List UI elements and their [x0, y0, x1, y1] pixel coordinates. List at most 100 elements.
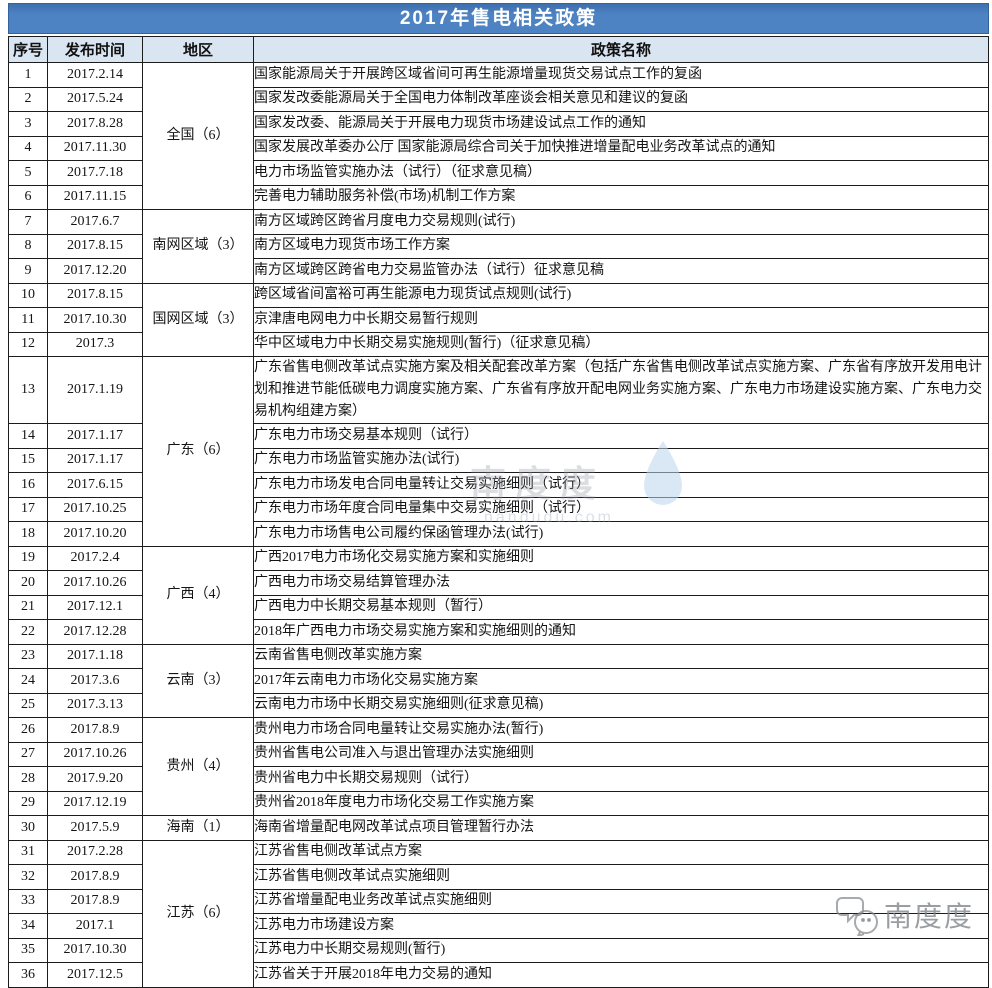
publish-date-cell: 2017.9.20: [47, 766, 143, 792]
policy-name-cell: 国家能源局关于开展跨区域省间可再生能源增量现货交易试点工作的复函: [253, 62, 989, 88]
table-row: 29 2017.12.19 贵州省2018年度电力市场化交易工作实施方案: [8, 790, 989, 816]
row-number-cell: 6: [8, 184, 48, 210]
table-header-row: 序号 发布时间 地区 政策名称: [8, 36, 989, 63]
region-cell: 海南（1）: [142, 815, 254, 841]
publish-date-cell: 2017.10.20: [47, 521, 143, 547]
table-row: 3 2017.8.28 国家发改委、能源局关于开展电力现货市场建设试点工作的通知: [8, 111, 989, 137]
row-number-cell: 9: [8, 258, 48, 284]
policy-name-cell: 贵州省电力中长期交易规则（试行）: [253, 766, 989, 792]
publish-date-cell: 2017.5.24: [47, 86, 143, 112]
row-number-cell: 27: [8, 741, 48, 767]
publish-date-cell: 2017.12.5: [47, 962, 143, 988]
publish-date-cell: 2017.6.15: [47, 472, 143, 498]
region-cell: 贵州（4）: [142, 717, 254, 816]
row-number-cell: 22: [8, 619, 48, 645]
row-number-cell: 29: [8, 790, 48, 816]
publish-date-cell: 2017.1.17: [47, 423, 143, 449]
policy-name-cell: 贵州省售电公司准入与退出管理办法实施细则: [253, 741, 989, 767]
region-cell: 江苏（6）: [142, 839, 254, 988]
row-number-cell: 36: [8, 962, 48, 988]
publish-date-cell: 2017.10.30: [47, 937, 143, 963]
column-header-policy: 政策名称: [253, 36, 989, 63]
table-row: 28 2017.9.20 贵州省电力中长期交易规则（试行）: [8, 766, 989, 792]
policy-name-cell: 广东电力市场年度合同电量集中交易实施细则（试行）: [253, 496, 989, 522]
table-row: 26 2017.8.9 贵州（4） 贵州电力市场合同电量转让交易实施办法(暂行): [8, 717, 989, 816]
row-number-cell: 30: [8, 815, 48, 841]
region-cell: 国网区域（3）: [142, 282, 254, 357]
publish-date-cell: 2017.12.28: [47, 619, 143, 645]
row-number-cell: 3: [8, 111, 48, 137]
row-number-cell: 11: [8, 307, 48, 333]
row-number-cell: 10: [8, 282, 48, 308]
table-row: 1 2017.2.14 全国（6） 国家能源局关于开展跨区域省间可再生能源增量现货交易…: [8, 62, 989, 210]
policy-name-cell: 广西电力市场交易结算管理办法: [253, 570, 989, 596]
policy-name-cell: 广东电力市场交易基本规则（试行）: [253, 423, 989, 449]
table-row: 30 2017.5.9 海南（1） 海南省增量配电网改革试点项目管理暂行办法: [8, 815, 989, 841]
policy-name-cell: 海南省增量配电网改革试点项目管理暂行办法: [253, 815, 989, 841]
table-row: 12 2017.3 华中区域电力中长期交易实施规则(暂行)（征求意见稿）: [8, 331, 989, 357]
page-title: 2017年售电相关政策: [8, 3, 989, 34]
policy-name-cell: 南方区域跨区跨省电力交易监管办法（试行）征求意见稿: [253, 258, 989, 284]
publish-date-cell: 2017.10.26: [47, 570, 143, 596]
publish-date-cell: 2017.7.18: [47, 160, 143, 186]
row-number-cell: 17: [8, 496, 48, 522]
policy-name-cell: 广东电力市场售电公司履约保函管理办法(试行): [253, 521, 989, 547]
policy-name-cell: 国家发展改革委办公厅 国家能源局综合司关于加快推进增量配电业务改革试点的通知: [253, 135, 989, 161]
publish-date-cell: 2017.1.17: [47, 447, 143, 473]
policy-name-cell: 云南电力市场中长期交易实施细则(征求意见稿): [253, 692, 989, 718]
row-number-cell: 26: [8, 717, 48, 743]
publish-date-cell: 2017.2.4: [47, 545, 143, 571]
policy-name-cell: 电力市场监管实施办法（试行）（征求意见稿）: [253, 160, 989, 186]
publish-date-cell: 2017.8.15: [47, 233, 143, 259]
table-row: 20 2017.10.26 广西电力市场交易结算管理办法: [8, 570, 989, 596]
publish-date-cell: 2017.8.9: [47, 717, 143, 743]
row-number-cell: 5: [8, 160, 48, 186]
policy-name-cell: 广西电力中长期交易基本规则（暂行）: [253, 594, 989, 620]
policy-name-cell: 南方区域跨区跨省月度电力交易规则(试行): [253, 209, 989, 235]
publish-date-cell: 2017.10.26: [47, 741, 143, 767]
policy-name-cell: 国家发改委能源局关于全国电力体制改革座谈会相关意见和建议的复函: [253, 86, 989, 112]
publish-date-cell: 2017.3: [47, 331, 143, 357]
row-number-cell: 33: [8, 888, 48, 914]
publish-date-cell: 2017.11.15: [47, 184, 143, 210]
policy-name-cell: 江苏省售电侧改革试点方案: [253, 839, 989, 865]
publish-date-cell: 2017.3.6: [47, 668, 143, 694]
publish-date-cell: 2017.2.28: [47, 839, 143, 865]
publish-date-cell: 2017.12.1: [47, 594, 143, 620]
publish-date-cell: 2017.8.9: [47, 864, 143, 890]
policy-name-cell: 广东省售电侧改革试点实施方案及相关配套改革方案（包括广东省售电侧改革试点实施方案…: [253, 356, 989, 424]
row-number-cell: 20: [8, 570, 48, 596]
row-number-cell: 16: [8, 472, 48, 498]
publish-date-cell: 2017.1: [47, 913, 143, 939]
table-row: 2 2017.5.24 国家发改委能源局关于全国电力体制改革座谈会相关意见和建议的复…: [8, 86, 989, 112]
policy-name-cell: 完善电力辅助服务补偿(市场)机制工作方案: [253, 184, 989, 210]
row-number-cell: 13: [8, 356, 48, 424]
policy-name-cell: 广西2017电力市场化交易实施方案和实施细则: [253, 545, 989, 571]
policy-name-cell: 京津唐电网电力中长期交易暂行规则: [253, 307, 989, 333]
policy-name-cell: 广东电力市场监管实施办法(试行): [253, 447, 989, 473]
table-row: 18 2017.10.20 广东电力市场售电公司履约保函管理办法(试行): [8, 521, 989, 547]
policy-name-cell: 江苏省售电侧改革试点实施细则: [253, 864, 989, 890]
table-row: 31 2017.2.28 江苏（6） 江苏省售电侧改革试点方案: [8, 839, 989, 988]
row-number-cell: 19: [8, 545, 48, 571]
row-number-cell: 24: [8, 668, 48, 694]
policy-name-cell: 2018年广西电力市场交易实施方案和实施细则的通知: [253, 619, 989, 645]
publish-date-cell: 2017.8.9: [47, 888, 143, 914]
policy-name-cell: 南方区域电力现货市场工作方案: [253, 233, 989, 259]
table-row: 22 2017.12.28 2018年广西电力市场交易实施方案和实施细则的通知: [8, 619, 989, 645]
table-row: 16 2017.6.15 广东电力市场发电合同电量转让交易实施细则（试行）: [8, 472, 989, 498]
table-row: 32 2017.8.9 江苏省售电侧改革试点实施细则: [8, 864, 989, 890]
column-header-region: 地区: [142, 36, 254, 63]
region-cell: 南网区域（3）: [142, 209, 254, 284]
table-row: 10 2017.8.15 国网区域（3） 跨区域省间富裕可再生能源电力现货试点规则(试…: [8, 282, 989, 357]
row-number-cell: 23: [8, 643, 48, 669]
region-cell: 云南（3）: [142, 643, 254, 718]
row-number-cell: 34: [8, 913, 48, 939]
policy-table-body: 1 2017.2.14 全国（6） 国家能源局关于开展跨区域省间可再生能源增量现货交易…: [8, 62, 989, 988]
table-row: 9 2017.12.20 南方区域跨区跨省电力交易监管办法（试行）征求意见稿: [8, 258, 989, 284]
publish-date-cell: 2017.11.30: [47, 135, 143, 161]
row-number-cell: 8: [8, 233, 48, 259]
policy-name-cell: 贵州电力市场合同电量转让交易实施办法(暂行): [253, 717, 989, 743]
publish-date-cell: 2017.1.18: [47, 643, 143, 669]
row-number-cell: 18: [8, 521, 48, 547]
